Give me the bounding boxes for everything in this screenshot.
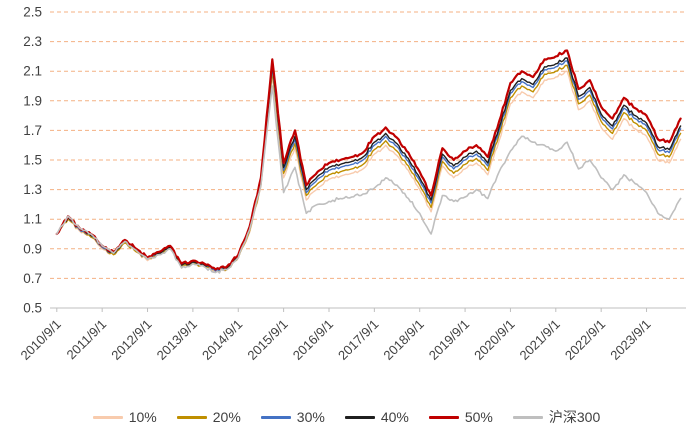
y-tick-label: 2.5 <box>23 5 42 20</box>
legend-swatch-icon <box>344 415 375 419</box>
y-tick-label: 1.7 <box>23 123 42 138</box>
series-line-沪深300 <box>56 85 682 274</box>
series-line-10% <box>56 70 682 274</box>
y-tick-label: 0.7 <box>23 271 42 286</box>
legend-label: 50% <box>464 409 493 425</box>
series-line-30% <box>56 60 682 272</box>
legend-swatch-icon <box>260 415 291 419</box>
legend-item-40%[interactable]: 40% <box>344 409 409 425</box>
plot-area: 0.5 0.7 0.9 1.1 1.3 1.5 1.7 1.9 2.1 2.3 2.5 2010/9/… <box>18 5 686 363</box>
legend-item-20%[interactable]: 20% <box>176 409 241 425</box>
x-tick-label: 2012/9/1 <box>108 317 154 363</box>
x-tick-label: 2017/9/1 <box>335 317 381 363</box>
x-tick-label: 2013/9/1 <box>154 317 200 363</box>
x-tick-label: 2015/9/1 <box>244 317 290 363</box>
y-tick-label: 1.3 <box>23 182 42 197</box>
legend-label: 沪深300 <box>548 409 601 425</box>
y-tick-label: 0.9 <box>23 241 42 256</box>
x-tick-label: 2019/9/1 <box>426 317 472 363</box>
legend-item-30%[interactable]: 30% <box>260 409 325 425</box>
legend-swatch-icon <box>176 415 207 419</box>
x-tick-label: 2021/9/1 <box>517 317 563 363</box>
legend-label: 10% <box>128 409 157 425</box>
legend-label: 40% <box>380 409 409 425</box>
y-tick-label: 2.1 <box>23 64 42 79</box>
y-tick-label: 1.1 <box>23 212 42 227</box>
series-line-50% <box>55 49 682 271</box>
y-tick-label: 0.5 <box>23 301 42 316</box>
legend-item-10%[interactable]: 10% <box>92 409 157 425</box>
x-tick-label: 2010/9/1 <box>18 317 64 363</box>
y-tick-label: 1.9 <box>23 93 42 108</box>
x-tick-label: 2018/9/1 <box>380 317 426 363</box>
x-tick-label: 2020/9/1 <box>471 317 517 363</box>
series-line-20% <box>56 64 682 272</box>
legend-item-沪深300[interactable]: 沪深300 <box>512 407 601 427</box>
legend-label: 30% <box>296 409 325 425</box>
legend-swatch-icon <box>512 415 543 419</box>
legend-item-50%[interactable]: 50% <box>428 409 493 425</box>
legend-label: 20% <box>212 409 241 425</box>
x-tick-label: 2016/9/1 <box>290 317 336 363</box>
x-tick-label: 2023/9/1 <box>607 317 653 363</box>
series-line-40% <box>56 57 682 271</box>
x-tick-label: 2014/9/1 <box>199 317 245 363</box>
x-tick-label: 2011/9/1 <box>64 317 110 363</box>
legend-swatch-icon <box>92 415 123 419</box>
y-tick-label: 2.3 <box>23 34 42 49</box>
x-tick-label: 2022/9/1 <box>562 317 608 363</box>
y-tick-label: 1.5 <box>23 153 42 168</box>
legend: 10% 20% 30% 40% 50% 沪深300 <box>0 407 693 427</box>
legend-swatch-icon <box>428 415 459 419</box>
